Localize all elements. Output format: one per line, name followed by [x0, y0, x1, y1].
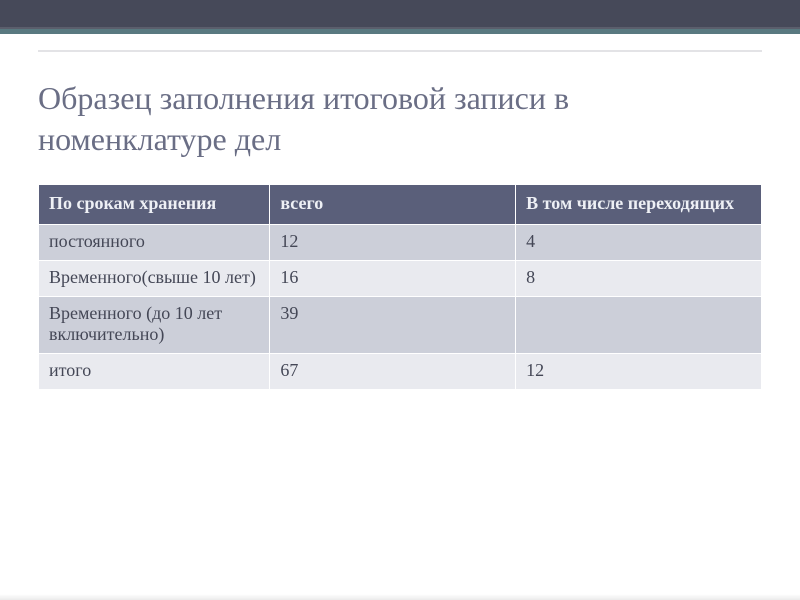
- table-cell: 12: [516, 353, 762, 389]
- summary-table: По срокам хранения всего В том числе пер…: [38, 184, 762, 390]
- table-body: постоянного124Временного(свыше 10 лет)16…: [39, 224, 762, 389]
- table-cell: [516, 296, 762, 353]
- table-cell: 12: [270, 224, 516, 260]
- table-cell: итого: [39, 353, 270, 389]
- top-band-inner-stripe: [0, 27, 800, 29]
- slide-content: Образец заполнения итоговой записи в ном…: [0, 52, 800, 390]
- table-cell: Временного (до 10 лет включительно): [39, 296, 270, 353]
- table-cell: Временного(свыше 10 лет): [39, 260, 270, 296]
- table-cell: 39: [270, 296, 516, 353]
- table-cell: 8: [516, 260, 762, 296]
- table-cell: 16: [270, 260, 516, 296]
- column-header: По срокам хранения: [39, 184, 270, 224]
- column-header: всего: [270, 184, 516, 224]
- table-cell: 67: [270, 353, 516, 389]
- table-cell: постоянного: [39, 224, 270, 260]
- column-header: В том числе переходящих: [516, 184, 762, 224]
- table-header: По срокам хранения всего В том числе пер…: [39, 184, 762, 224]
- page-title: Образец заполнения итоговой записи в ном…: [38, 78, 762, 160]
- table-row: Временного (до 10 лет включительно)39: [39, 296, 762, 353]
- table-row: постоянного124: [39, 224, 762, 260]
- table-cell: 4: [516, 224, 762, 260]
- table-row: итого6712: [39, 353, 762, 389]
- slide-footer-shadow: [0, 594, 800, 600]
- table-row: Временного(свыше 10 лет)168: [39, 260, 762, 296]
- top-band: [0, 0, 800, 34]
